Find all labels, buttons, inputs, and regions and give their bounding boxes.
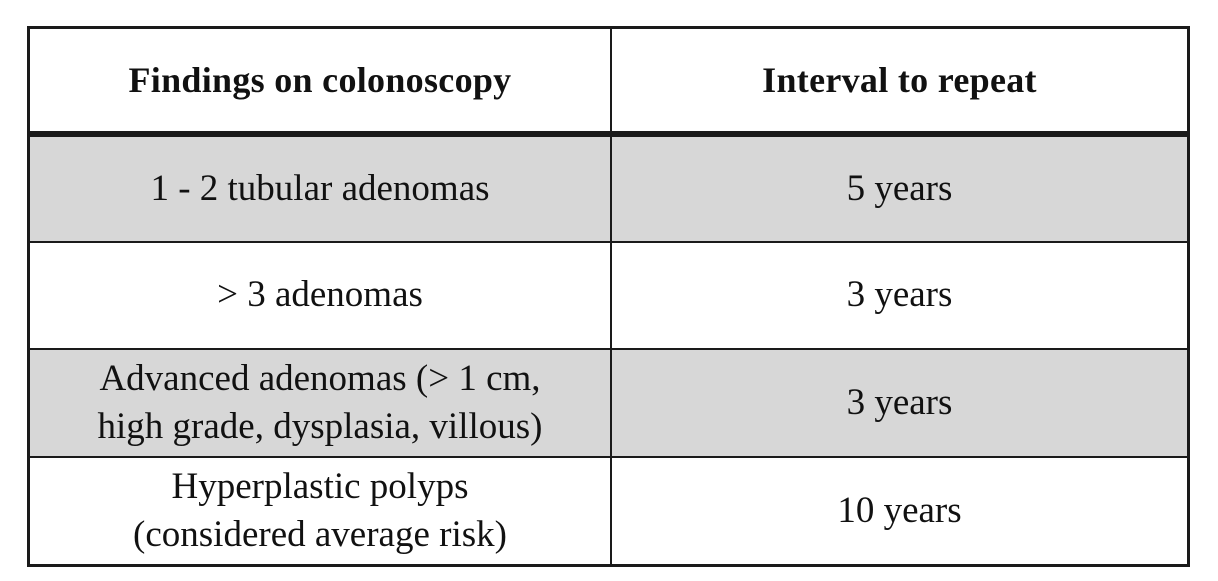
finding-text-line-2: high grade, dysplasia, villous) [97,405,543,447]
table-row: Hyperplastic polyps (considered average … [30,455,1187,564]
colonoscopy-interval-table: Findings on colonoscopy Interval to repe… [30,29,1187,564]
table-row: 1 - 2 tubular adenomas 5 years [30,133,1187,242]
finding-cell: > 3 adenomas [30,240,611,349]
table-row: > 3 adenomas 3 years [30,240,1187,349]
finding-text-line-1: Advanced adenomas (> 1 cm, [99,357,541,399]
finding-text-line-2: (considered average risk) [133,513,507,555]
interval-cell: 5 years [610,133,1187,242]
finding-text: 1 - 2 tubular adenomas [150,167,490,209]
column-header-findings: Findings on colonoscopy [30,29,611,137]
colonoscopy-interval-table-frame: Findings on colonoscopy Interval to repe… [27,26,1190,567]
finding-cell: 1 - 2 tubular adenomas [30,133,611,242]
finding-text-line-1: Hyperplastic polyps [171,465,469,507]
finding-text: > 3 adenomas [217,274,423,316]
table-row: Advanced adenomas (> 1 cm, high grade, d… [30,348,1187,457]
interval-cell: 3 years [610,348,1187,457]
table-header-row: Findings on colonoscopy Interval to repe… [30,29,1187,137]
finding-cell: Advanced adenomas (> 1 cm, high grade, d… [30,348,611,457]
interval-cell: 3 years [610,240,1187,349]
finding-cell: Hyperplastic polyps (considered average … [30,455,611,564]
interval-cell: 10 years [610,455,1187,564]
column-header-interval: Interval to repeat [610,29,1187,137]
